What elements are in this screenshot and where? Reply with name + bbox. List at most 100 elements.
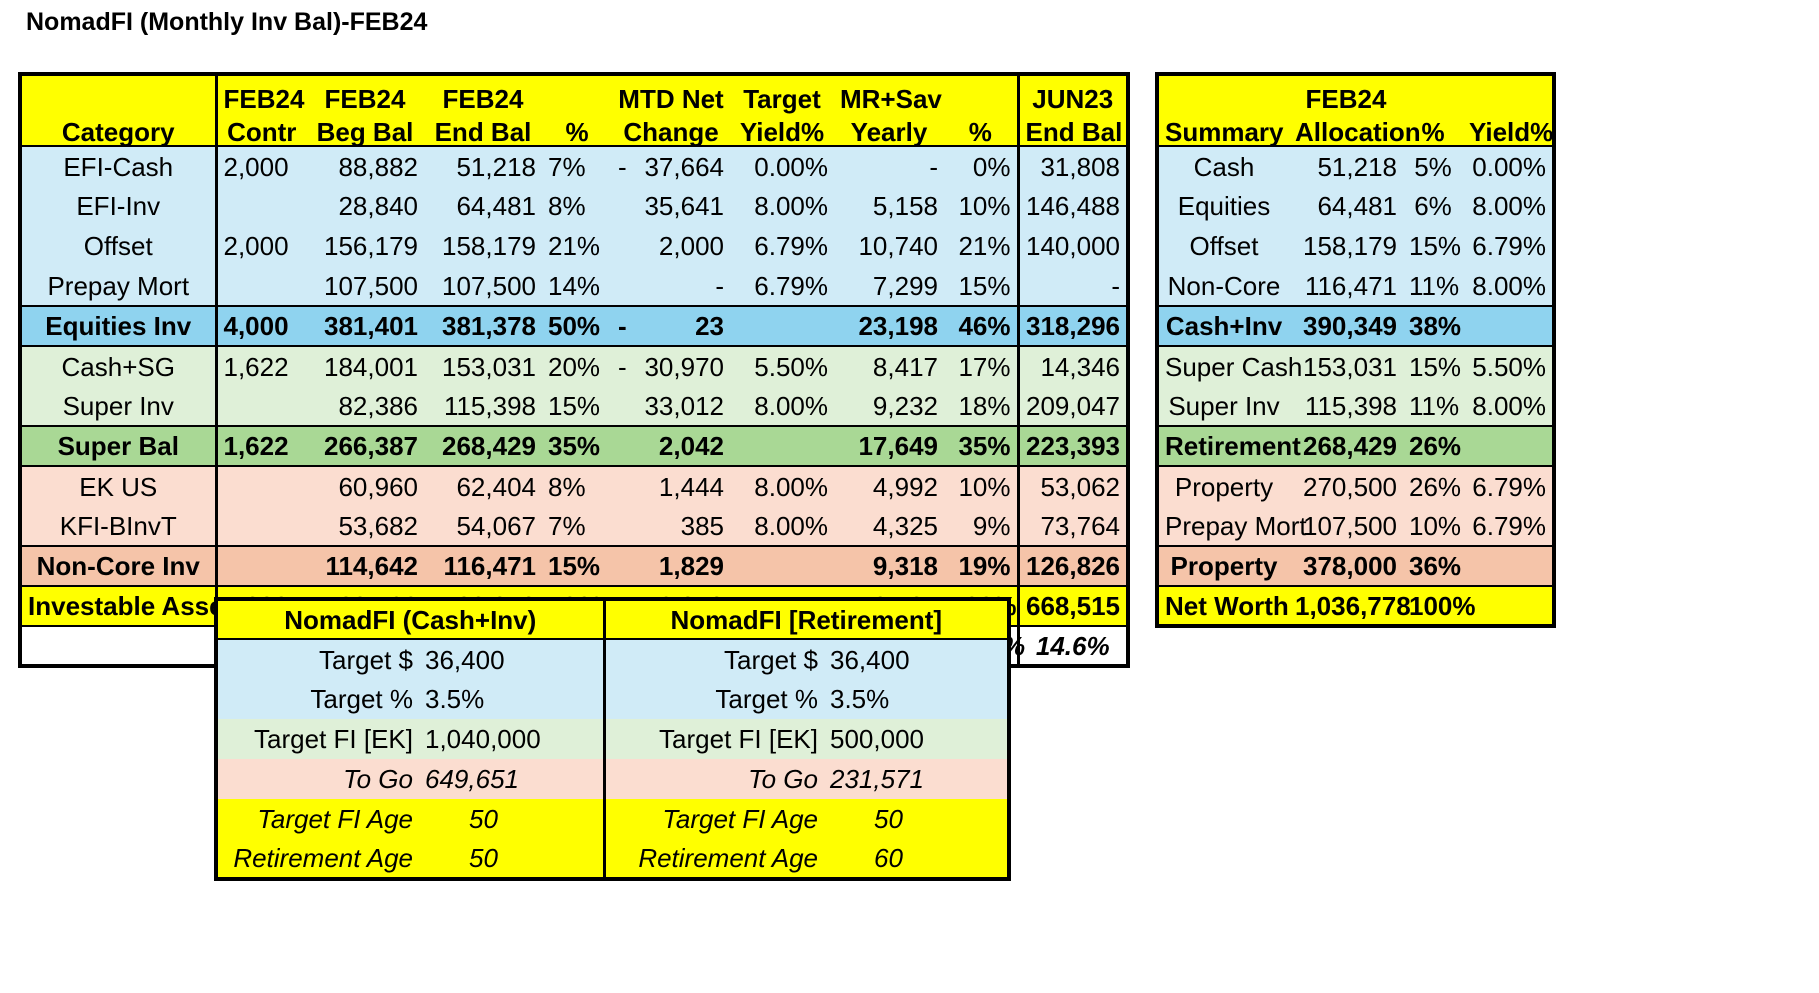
column-header: % (1421, 117, 1445, 147)
column-header: FEB24 (324, 84, 406, 114)
table-cell: 14,346 (1016, 346, 1128, 386)
table-cell: 60,960 (338, 471, 418, 502)
fi-label: Retirement Age (233, 843, 413, 873)
column-header: JUN23 (1016, 74, 1128, 112)
main-header-row: Category Contr Beg Bal End Bal% Change Yield%… (20, 112, 1128, 146)
fi-label: Target FI Age (602, 799, 824, 839)
table-cell: - (929, 151, 938, 182)
fi-label: Target % (602, 679, 824, 719)
table-cell: 8% (548, 191, 586, 221)
ytd-value: 14.6% (1016, 626, 1128, 666)
table-cell (214, 386, 306, 426)
fi-left-value: 50 (469, 843, 498, 873)
fi-row: Retirement Age 50 Retirement Age 60 (216, 839, 1010, 879)
table-cell: 153,031 (442, 351, 536, 382)
summary-cell: 390,349 (1303, 311, 1397, 341)
summary-cell: 116,471 (1304, 270, 1397, 301)
column-header: MR+Sav (840, 84, 942, 114)
table-cell: 30,970 (644, 351, 724, 382)
table-cell: 107,500 (442, 270, 536, 301)
column-header: Change (623, 117, 719, 147)
table-cell: 17,649 (858, 431, 938, 461)
table-cell: 21% (548, 231, 601, 261)
table-cell: 53,682 (338, 510, 418, 541)
summary-cell: Property (1170, 551, 1278, 581)
fi-label: Target FI Age (257, 804, 413, 834)
summary-row: Prepay Mort 107,500 10% 6.79% (1157, 506, 1554, 546)
table-cell: 10% (958, 191, 1011, 221)
summary-cell (1463, 586, 1554, 626)
column-header (944, 74, 1018, 112)
summary-cell: Super Inv (1168, 390, 1280, 421)
table-cell (730, 546, 834, 586)
fi-left-value: 3.5% (425, 684, 485, 714)
table-cell: 1,622 (214, 426, 306, 466)
summary-cell: 378,000 (1303, 551, 1397, 581)
column-header: Category (61, 117, 175, 147)
table-cell: 46% (958, 311, 1011, 341)
fi-right-value: 500,000 (830, 724, 924, 754)
table-cell: 5.50% (754, 351, 828, 382)
table-cell: 209,047 (1016, 386, 1128, 426)
column-header: % (565, 117, 589, 147)
fi-label: Retirement Age (602, 839, 824, 879)
column-header: FEB24 (1305, 84, 1387, 114)
table-cell: Prepay Mort (47, 270, 190, 301)
table-cell: - (715, 270, 724, 301)
fi-label: Target FI [EK] (254, 724, 413, 754)
table-cell (612, 386, 632, 426)
table-cell: 8.00% (754, 191, 828, 221)
summary-row: Super Cash 153,031 15% 5.50% (1157, 346, 1554, 386)
fi-left-value: 50 (469, 804, 498, 834)
table-cell (214, 466, 306, 506)
table-cell: 184,001 (324, 351, 418, 382)
table-cell: 9,318 (872, 551, 938, 581)
table-cell (612, 546, 632, 586)
table-cell: 0% (972, 151, 1011, 182)
table-cell: 6.79% (754, 270, 828, 301)
table-cell: 2,000 (214, 146, 306, 186)
summary-cell: 36% (1409, 551, 1462, 581)
table-cell: 17% (958, 351, 1011, 382)
table-cell: 7% (548, 510, 586, 541)
summary-cell: Cash (1193, 151, 1255, 182)
summary-cell: Offset (1189, 231, 1259, 261)
table-cell: 51,218 (456, 151, 536, 182)
table-cell: 116,471 (443, 551, 536, 581)
column-header (1463, 74, 1554, 112)
summary-cell: 5% (1414, 151, 1452, 182)
table-cell: 2,000 (658, 231, 724, 261)
table-cell: 9% (972, 510, 1011, 541)
fi-label: To Go (343, 764, 413, 794)
summary-allocation-table: FEB24 Summary Allocation% Yield% Cash 51,218 5… (1155, 72, 1556, 628)
table-cell (214, 506, 306, 546)
summary-cell: Cash+Inv (1165, 311, 1283, 341)
table-cell: 107,500 (324, 270, 418, 301)
table-cell: 7,299 (872, 270, 938, 301)
table-cell: 35% (958, 431, 1011, 461)
table-row: Equities Inv 4,000 381,401 381,378 50% - 23 23,… (20, 306, 1128, 346)
table-cell (214, 266, 306, 306)
summary-cell (1463, 306, 1554, 346)
summary-cell: 38% (1409, 311, 1462, 341)
main-header-row: FEB24 FEB24 FEB24 MTD Net Target MR+Sav JUN23 (20, 74, 1128, 112)
table-cell (730, 426, 834, 466)
table-cell (214, 186, 306, 226)
table-cell: 266,387 (324, 431, 418, 461)
table-cell: Super Inv (62, 390, 174, 421)
table-cell: 1,829 (658, 551, 724, 581)
summary-cell (1463, 546, 1554, 586)
summary-row: Cash 51,218 5% 0.00% (1157, 146, 1554, 186)
table-cell: 381,378 (442, 311, 536, 341)
table-cell: 31,808 (1016, 146, 1128, 186)
table-cell: KFI-BInvT (59, 510, 177, 541)
table-cell: 53,062 (1016, 466, 1128, 506)
table-row: Super Inv 82,386 115,398 15% 33,012 8.00% 9,23… (20, 386, 1128, 426)
summary-header-row: Summary Allocation% Yield% (1157, 112, 1554, 146)
summary-cell: 100% (1409, 590, 1476, 621)
column-header: Yield% (739, 117, 825, 147)
fi-targets-table: NomadFI (Cash+Inv) NomadFI [Retirement] Ta… (214, 597, 1012, 881)
column-header: End Bal (434, 117, 532, 147)
summary-cell: Non-Core (1167, 270, 1281, 301)
table-cell: 668,515 (1016, 586, 1128, 626)
